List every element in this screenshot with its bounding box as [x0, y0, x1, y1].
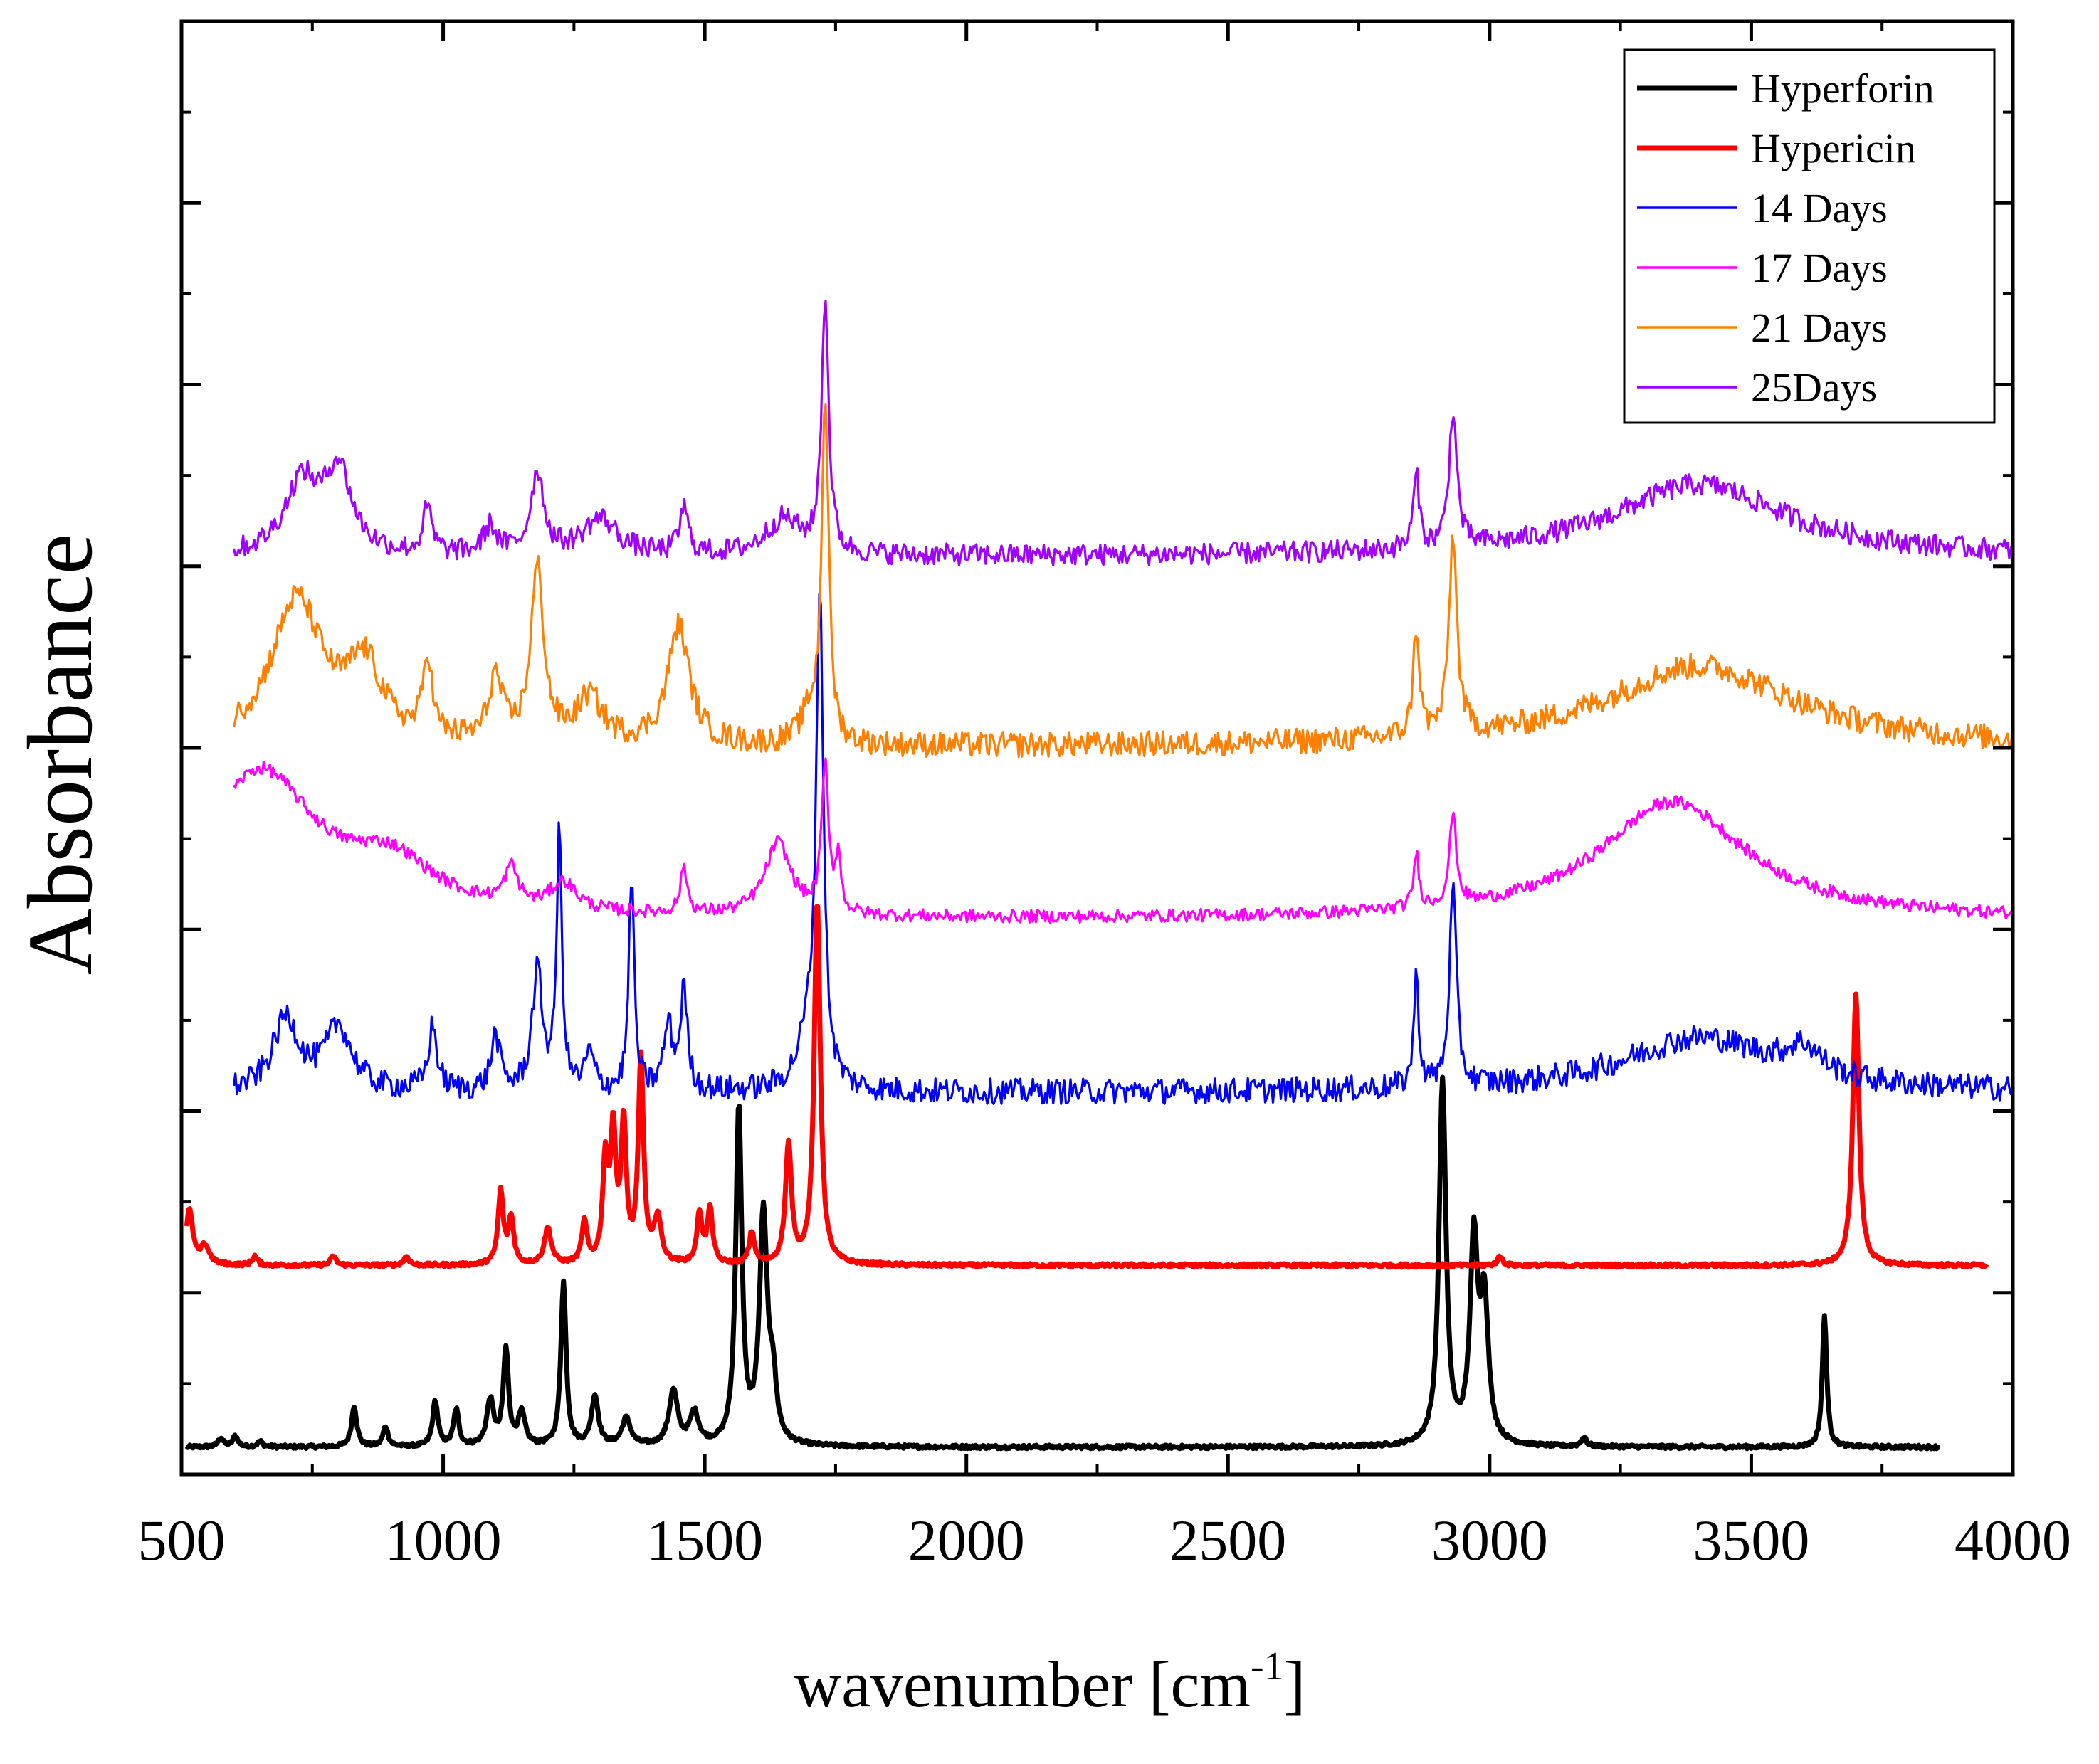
legend-label: Hyperforin [1751, 65, 1935, 112]
legend: Hyperforin Hypericin 14 Days 17 Days 21 Days… [1623, 48, 1996, 424]
series-line-21-days [232, 403, 2014, 759]
series-line-hypericin [184, 904, 1989, 1270]
series-line-hyperforin [184, 1074, 1942, 1452]
legend-box [1623, 48, 1996, 424]
x-tick-label: 1000 [385, 1508, 502, 1573]
x-axis-label-sup: -1 [1251, 1644, 1284, 1689]
tick-layer: 500 1000 1500 2000 2500 3000 3500 4000 [138, 19, 2071, 1573]
x-tick-label: 3500 [1693, 1508, 1809, 1573]
series-line-17-days [233, 757, 2014, 924]
legend-label: 17 Days [1751, 245, 1888, 291]
legend-label: 14 Days [1751, 185, 1888, 231]
x-tick-label: 1500 [646, 1508, 763, 1573]
x-axis-label-close: ] [1284, 1648, 1306, 1721]
legend-label: Hypericin [1751, 125, 1916, 171]
series-line-25days [232, 300, 2014, 567]
series-layer [184, 300, 2014, 1452]
x-axis-label: wavenumber [cm-1] [794, 1644, 1305, 1721]
x-tick-label: 2000 [908, 1508, 1025, 1573]
legend-label: 25Days [1751, 364, 1877, 411]
x-tick-label: 3000 [1431, 1508, 1548, 1573]
x-tick-label: 4000 [1955, 1508, 2071, 1573]
y-axis-label: Absorbance [9, 534, 112, 976]
x-axis-label-main: wavenumber [cm [794, 1648, 1251, 1721]
legend-label: 21 Days [1751, 305, 1888, 351]
x-tick-label: 2500 [1169, 1508, 1286, 1573]
series-line-14-days [232, 593, 2013, 1105]
x-tick-label: 500 [138, 1508, 226, 1573]
